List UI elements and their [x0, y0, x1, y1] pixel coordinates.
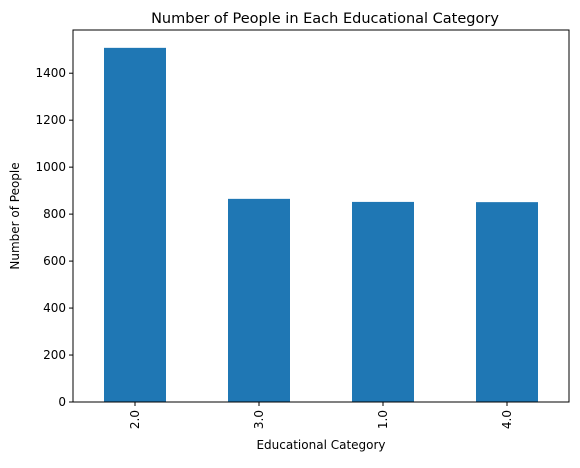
y-tick-label: 1000	[35, 160, 66, 174]
bar-2.0	[104, 47, 166, 403]
y-axis-ticks: 0 200 400 600 800 1000 1200 1400	[35, 66, 73, 409]
y-axis-label: Number of People	[8, 162, 22, 269]
chart-title: Number of People in Each Educational Cat…	[151, 11, 499, 27]
y-tick-label: 1200	[35, 113, 66, 127]
x-tick-label: 1.0	[376, 410, 390, 429]
y-tick-label: 600	[43, 254, 66, 268]
y-tick-label: 0	[58, 395, 66, 409]
y-tick-label: 400	[43, 301, 66, 315]
y-tick-label: 800	[43, 207, 66, 221]
plot-frame	[72, 29, 570, 403]
x-axis-ticks: 2.0 3.0 1.0 4.0	[128, 402, 514, 429]
bar-1.0	[352, 201, 414, 402]
x-tick-label: 4.0	[500, 410, 514, 429]
x-tick-label: 2.0	[128, 410, 142, 429]
x-axis-label: Educational Category	[256, 438, 385, 452]
y-tick-label: 200	[43, 348, 66, 362]
x-tick-label: 3.0	[252, 410, 266, 429]
bars-group	[104, 47, 538, 403]
bar-3.0	[228, 198, 290, 402]
y-tick-label: 1400	[35, 66, 66, 80]
bar-4.0	[476, 202, 538, 402]
